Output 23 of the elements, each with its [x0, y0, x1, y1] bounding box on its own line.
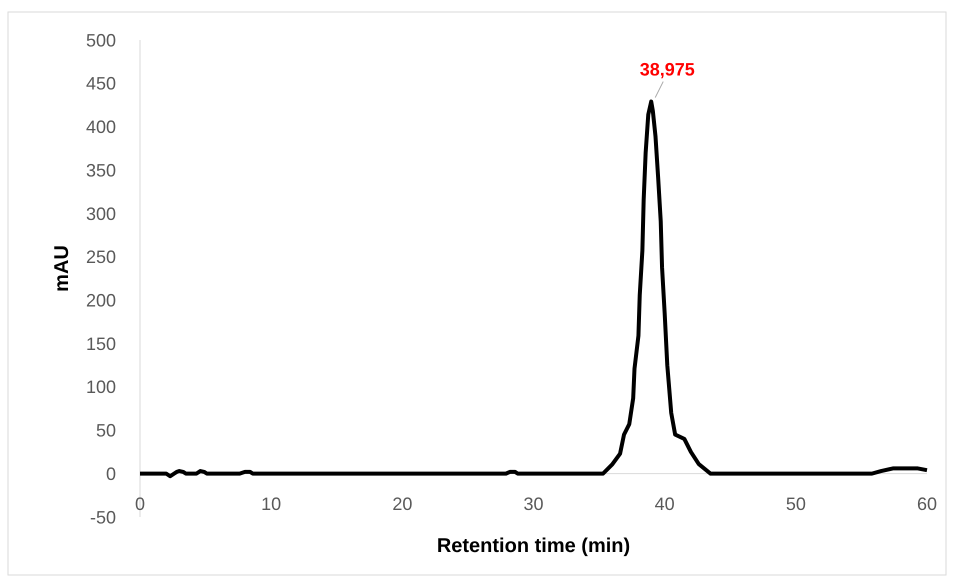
y-tick-label: 150: [86, 334, 116, 354]
line-series: [138, 100, 929, 478]
y-tick-label: 450: [86, 74, 116, 94]
y-tick-label: 400: [86, 117, 116, 138]
y-tick-label: 100: [86, 377, 116, 398]
x-tick-label: 50: [786, 494, 806, 514]
y-tick-label: 300: [86, 204, 116, 224]
x-tick-label: 0: [134, 494, 146, 514]
x-tick-label: 20: [392, 494, 412, 514]
x-tick-label: 40: [654, 494, 675, 514]
y-tick-label: -50: [90, 507, 116, 528]
y-axis-title: mAU: [51, 245, 73, 292]
y-tick-label: 350: [86, 160, 116, 180]
y-tick-label: 50: [96, 420, 116, 441]
x-tick-label: 60: [916, 494, 938, 514]
y-tick-label: 500: [86, 30, 116, 50]
annotation: 38,975: [640, 60, 695, 80]
x-tick-label: 10: [261, 494, 282, 514]
x-axis-title: Retention time (min): [436, 535, 630, 557]
y-tick-label: 0: [106, 464, 116, 484]
y-tick-label: 200: [86, 290, 116, 310]
y-tick-label: 250: [86, 247, 116, 268]
x-tick-label: 30: [523, 494, 544, 514]
